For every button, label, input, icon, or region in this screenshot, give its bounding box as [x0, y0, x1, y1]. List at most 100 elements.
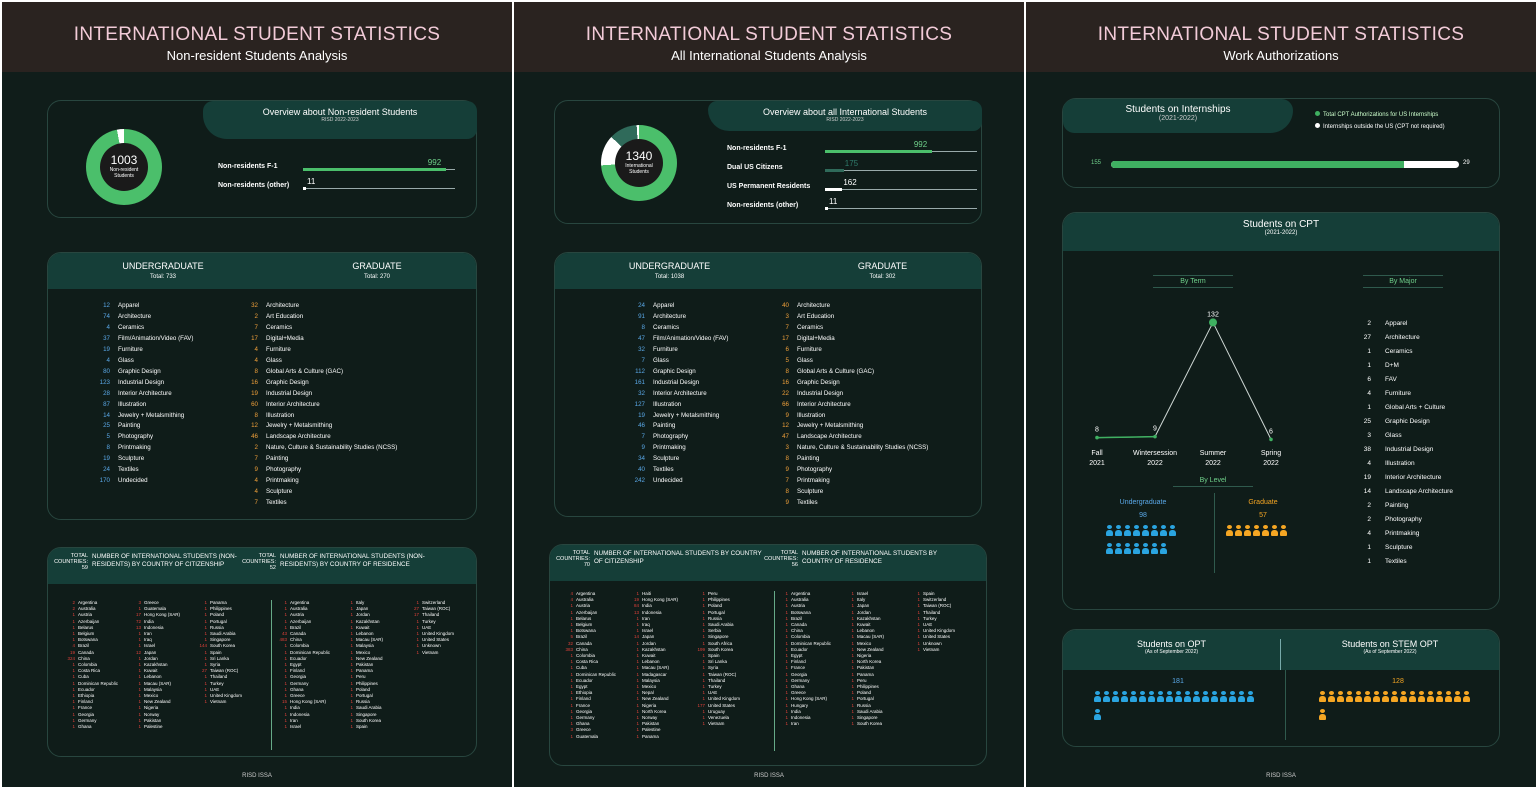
- major-count: 19: [103, 455, 110, 463]
- country-name: Unknown: [923, 640, 942, 646]
- country-name: Indonesia: [144, 624, 164, 630]
- major-count: 40: [638, 466, 645, 474]
- major-row: 60 Interior Architecture: [248, 400, 397, 411]
- country-count: 1: [851, 715, 854, 721]
- country-count: 1: [851, 634, 854, 640]
- major-row: 34 Sculpture: [629, 454, 779, 465]
- country-name: Brazil: [290, 624, 302, 630]
- country-name: Ecuador: [78, 686, 95, 692]
- country-row: 1 Kazakhstan: [845, 616, 911, 622]
- country-name: South Korea: [210, 643, 236, 649]
- country-count: 1: [204, 674, 207, 680]
- country-row: 1 Mexico: [845, 641, 911, 647]
- country-row: 1 Malaysia: [132, 687, 198, 693]
- overview-header: Overview about Non-resident Students RIS…: [203, 101, 477, 139]
- country-name: Brazil: [791, 615, 803, 621]
- country-row: 1 UAE: [696, 690, 762, 696]
- person-icon: [1427, 691, 1434, 702]
- country-row: 1 Hong Kong (SAR): [779, 696, 845, 702]
- country-count: 1: [350, 637, 353, 643]
- term-value-label: 9: [1153, 426, 1157, 433]
- country-name: Saudi Arabia: [857, 708, 883, 714]
- country-row: 1 Belgium: [564, 622, 630, 628]
- country-row: 2 Argentina: [66, 600, 132, 606]
- country-name: Thailand: [708, 677, 726, 683]
- country-name: Germany: [290, 680, 309, 686]
- country-row: 1 Nigeria: [845, 653, 911, 659]
- major-row: 4 Printmaking: [248, 476, 397, 487]
- country-count: 1: [702, 622, 705, 628]
- cpt-major-name: Apparel: [1385, 320, 1408, 327]
- country-name: Taiwan (ROC): [708, 671, 737, 677]
- person-icon: [1271, 525, 1278, 536]
- bar-left-value: 155: [1091, 160, 1102, 166]
- country-name: Austria: [576, 603, 591, 609]
- country-count: 1: [204, 662, 207, 668]
- country-count: 1: [785, 622, 788, 628]
- major-count: 46: [251, 433, 258, 441]
- country-count: 144: [199, 643, 207, 649]
- country-count: 1: [785, 628, 788, 634]
- country-count: 1: [851, 628, 854, 634]
- country-row: 1 Norway: [132, 712, 198, 718]
- country-name: Brazil: [78, 643, 90, 649]
- country-name: Iraq: [144, 637, 152, 643]
- major-name: Illustration: [653, 400, 682, 408]
- country-row: 27 Taiwan (ROC): [410, 606, 476, 612]
- person-icon: [1115, 543, 1122, 554]
- country-count: 1: [138, 724, 141, 730]
- country-name: UAE: [422, 624, 432, 630]
- country-row: 1 Spain: [911, 591, 977, 597]
- country-count: 1: [138, 668, 141, 674]
- country-count: 1: [702, 603, 705, 609]
- poster-subtitle: Non-resident Students Analysis: [166, 48, 348, 63]
- country-name: Ghana: [576, 721, 590, 727]
- major-name: Art Education: [797, 312, 835, 320]
- country-count: 13: [633, 609, 639, 615]
- major-name: Digital+Media: [266, 334, 304, 342]
- country-name: Belgium: [78, 631, 95, 637]
- country-name: Malaysia: [642, 677, 660, 683]
- majors-header: UNDERGRADUATE Total: 733 GRADUATE Total: 2…: [48, 253, 476, 289]
- country-name: Palestine: [642, 727, 661, 733]
- internships-header: Students on Internships (2021-2022): [1063, 99, 1293, 133]
- country-row: 1 Israel: [278, 724, 344, 730]
- country-name: Macau (SAR): [857, 634, 885, 640]
- country-count: 1: [138, 674, 141, 680]
- cpt-major-name: Illustration: [1385, 460, 1415, 467]
- major-row: 16 Graphic Design: [248, 378, 397, 389]
- country-row: 483 China: [278, 637, 344, 643]
- cpt-major-row: 19 Interior Architecture: [1353, 471, 1453, 485]
- major-name: Industrial Design: [653, 378, 700, 386]
- country-row: 383 China: [564, 647, 630, 653]
- country-count: 1: [851, 646, 854, 652]
- overview-bar: [825, 150, 932, 153]
- country-count: 1: [851, 702, 854, 708]
- major-row: 242 Undecided: [629, 476, 779, 487]
- major-row: 8 Global Arts & Culture (GAC): [779, 367, 928, 378]
- person-icon: [1373, 691, 1380, 702]
- donut-total: 1003: [110, 153, 138, 167]
- major-name: Graphic Design: [797, 378, 840, 386]
- cpt-major-count: 19: [1363, 474, 1371, 481]
- cpt-major-name: FAV: [1385, 376, 1397, 383]
- country-name: Vietnam: [923, 646, 940, 652]
- country-count: 1: [702, 640, 705, 646]
- major-name: Art Education: [266, 312, 304, 320]
- overview-row-label: Non-residents (other): [727, 202, 799, 209]
- country-row: 1 New Zealand: [845, 647, 911, 653]
- major-row: 2 Nature, Culture & Sustainability Studie…: [248, 443, 398, 454]
- country-count: 1: [851, 615, 854, 621]
- country-row: 1 Dominican Republic: [278, 650, 344, 656]
- country-row: 1 Panama: [344, 668, 410, 674]
- country-row: 1 United States: [911, 634, 977, 640]
- country-name: Jordan: [857, 609, 871, 615]
- citizenship-list: 4 Argentina 4 Australia 1 Austria 1 Azerbaijan 1…: [564, 591, 770, 751]
- major-name: Painting: [797, 455, 820, 463]
- country-name: Panama: [356, 668, 373, 674]
- country-name: France: [78, 705, 93, 711]
- country-count: 2: [72, 606, 75, 612]
- country-count: 1: [636, 708, 639, 714]
- country-count: 1: [350, 643, 353, 649]
- country-count: 43: [281, 631, 287, 637]
